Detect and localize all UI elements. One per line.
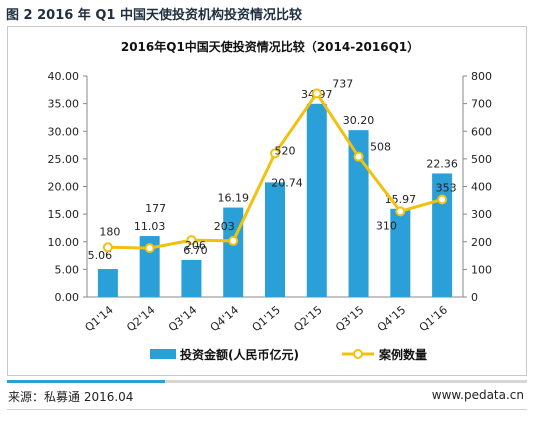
bar	[139, 236, 160, 297]
line-point	[311, 88, 322, 99]
x-tick-label: Q4'14	[208, 303, 241, 334]
x-tick-label: Q3'14	[166, 303, 199, 334]
line-point	[102, 242, 113, 253]
bar	[306, 103, 327, 298]
legend-bar-label: 投资金额(人民币亿元)	[180, 347, 299, 362]
left-tick-label: 35.00	[48, 98, 80, 111]
footer-accent-rule	[7, 380, 165, 383]
right-tick-label: 200	[471, 236, 492, 249]
bar	[390, 208, 411, 297]
left-tick-label: 25.00	[48, 153, 80, 166]
left-tick-label: 40.00	[48, 70, 80, 83]
footer-rule	[165, 380, 527, 383]
line-value-label: 180	[99, 225, 120, 238]
line-value-label: 353	[436, 181, 457, 194]
line-point	[395, 206, 406, 217]
line-value-label: 310	[376, 219, 397, 232]
line-point	[228, 235, 239, 246]
bar	[348, 130, 369, 297]
left-tick-label: 5.00	[55, 263, 80, 276]
right-tick-label: 600	[471, 125, 492, 138]
line-value-label: 206	[185, 239, 206, 252]
left-axis: 0.00 5.00 10.00 15.00 20.00 25.00 30.00 35.00 40…	[48, 70, 463, 304]
left-tick-label: 10.00	[48, 236, 80, 249]
left-tick-label: 0.00	[55, 291, 80, 304]
line-point	[144, 243, 155, 254]
bar-value-label: 6.70	[183, 244, 208, 257]
bar-value-label: 22.36	[426, 157, 458, 170]
chart-title: 2016年Q1中国天使投资情况比较（2014-2016Q1）	[121, 39, 419, 54]
legend-line-label: 案例数量	[378, 347, 427, 362]
right-tick-label: 800	[471, 70, 492, 83]
right-tick-label: 0	[471, 291, 478, 304]
line-point	[270, 148, 280, 159]
line-point	[437, 194, 448, 205]
left-tick-label: 20.00	[48, 181, 80, 194]
x-tick-label: Q2'15	[291, 303, 324, 334]
bar-value-label: 16.19	[217, 192, 249, 205]
line-value-label: 203	[214, 220, 235, 233]
right-tick-label: 500	[471, 153, 492, 166]
x-tick-label: Q1'16	[417, 303, 450, 334]
website-text: www.pedata.cn	[431, 388, 524, 402]
line-value-label: 737	[332, 77, 353, 90]
line-series: 180 177 206 203 520 737 508 310 353	[99, 77, 457, 254]
source-text: 来源：私募通 2016.04	[8, 390, 134, 404]
right-axis: 0 100 200 300 400 500 600 700 800	[462, 70, 492, 304]
bar-value-label: 11.03	[134, 220, 166, 233]
bar-value-label: 5.06	[88, 249, 113, 262]
right-tick-label: 700	[471, 98, 492, 111]
x-tick-label: Q2'14	[124, 303, 157, 334]
combo-chart: 2016年Q1中国天使投资情况比较（2014-2016Q1） 0.00 5.00 1…	[48, 39, 493, 362]
legend-line-marker	[353, 349, 363, 359]
right-tick-label: 100	[471, 263, 492, 276]
line-point	[353, 151, 364, 162]
legend: 投资金额(人民币亿元) 案例数量	[150, 347, 427, 362]
x-tick-label: Q1'14	[82, 303, 115, 334]
left-tick-label: 15.00	[48, 208, 80, 221]
legend-bar-swatch	[150, 349, 176, 359]
bar	[265, 182, 285, 297]
bar	[181, 259, 202, 297]
x-tick-label: Q4'15	[375, 303, 408, 334]
bottom-rule	[7, 409, 527, 410]
line-value-label: 520	[275, 144, 296, 157]
line-value-label: 508	[370, 141, 391, 154]
figure-title: 图 2 2016 年 Q1 中国天使投资机构投资情况比较	[6, 8, 302, 23]
right-tick-label: 400	[471, 181, 492, 194]
bar	[432, 173, 453, 297]
line-point	[186, 235, 197, 246]
chart-container: 2016年Q1中国天使投资情况比较（2014-2016Q1） 0.00 5.00 1…	[7, 26, 527, 376]
x-tick-label: Q1'15	[250, 303, 283, 334]
line-value-label: 177	[145, 202, 166, 215]
bar-series: 5.0611.036.7016.1920.7434.9730.2015.9722…	[88, 88, 458, 298]
bar-value-label: 30.20	[343, 114, 375, 127]
bar-value-label: 20.74	[271, 176, 303, 189]
right-tick-label: 300	[471, 208, 492, 221]
x-axis-labels: Q1'14 Q2'14 Q3'14 Q4'14 Q1'15 Q2'15 Q3'15 Q4'15…	[82, 303, 450, 334]
x-tick-label: Q3'15	[333, 303, 366, 334]
bar	[97, 269, 118, 297]
left-tick-label: 30.00	[48, 125, 80, 138]
